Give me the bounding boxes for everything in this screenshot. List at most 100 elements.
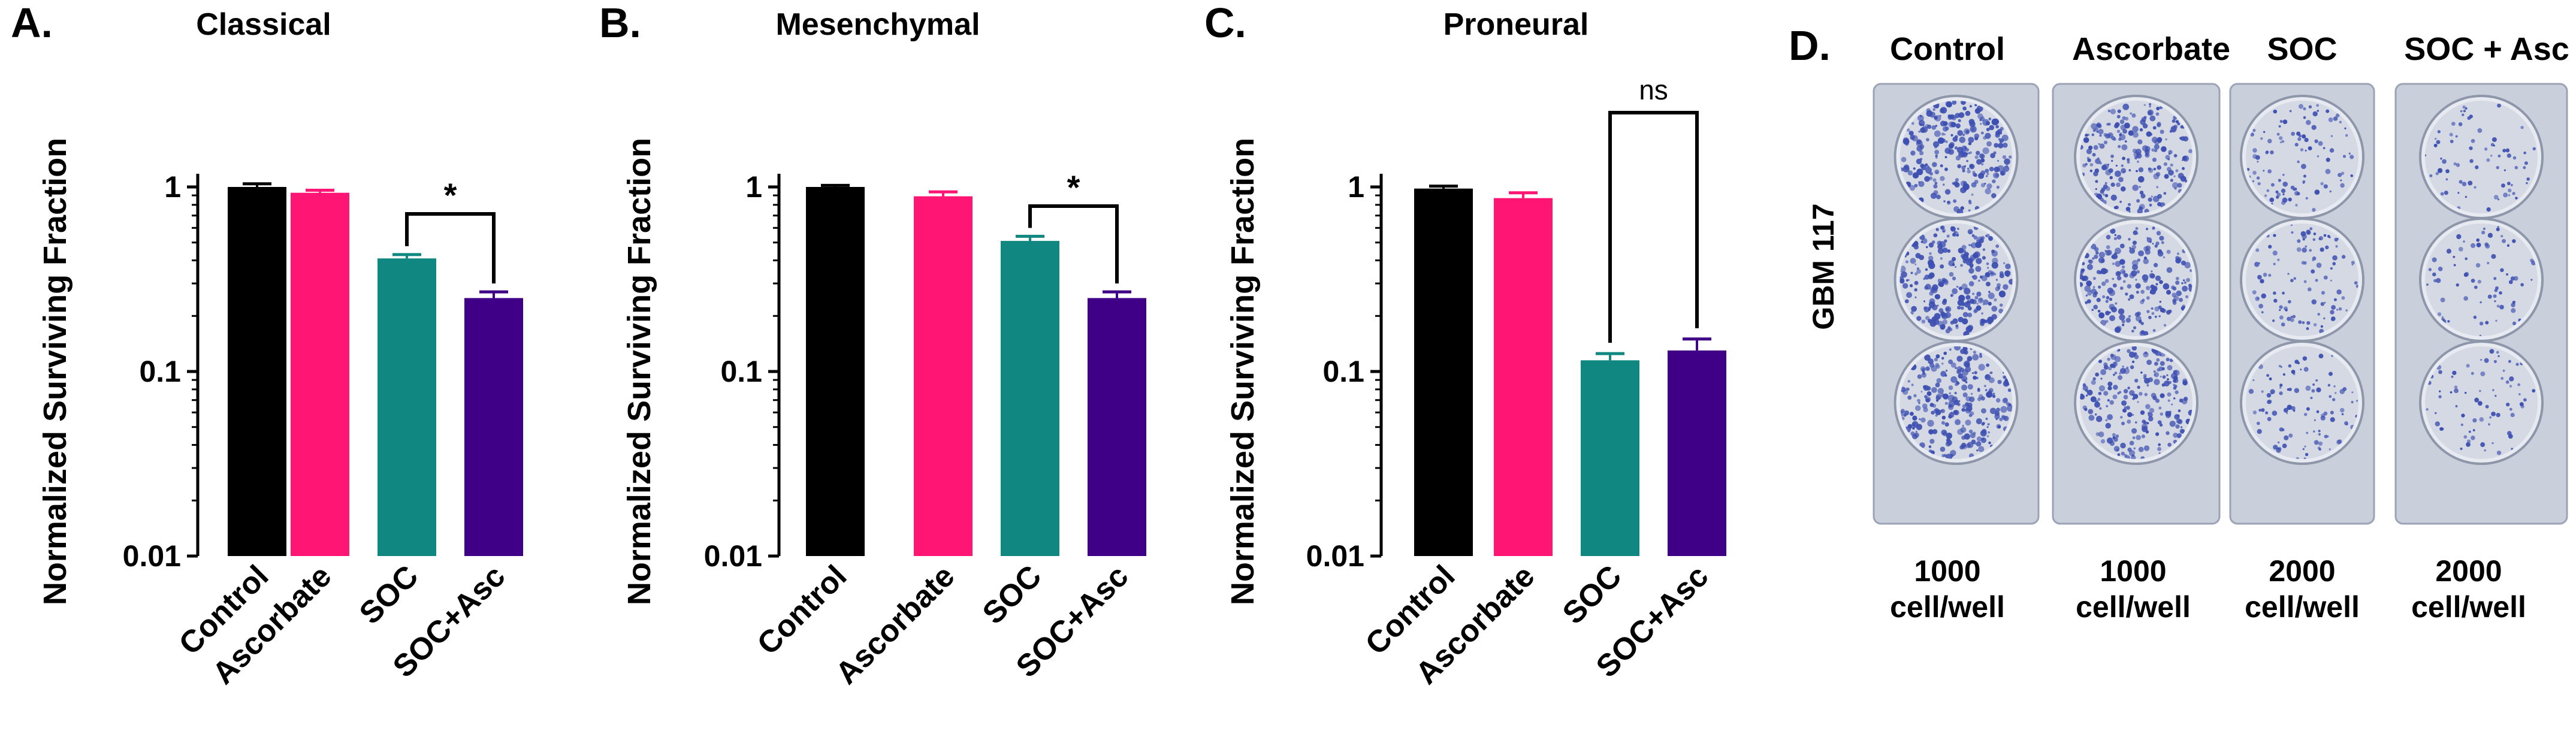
colony — [2148, 315, 2152, 319]
significance-bracket — [1608, 111, 1699, 343]
colony — [1911, 383, 1914, 386]
colony — [2444, 191, 2448, 195]
colony — [2436, 140, 2441, 144]
colony — [1988, 377, 1995, 383]
well — [2080, 346, 2193, 459]
colony — [1940, 409, 1945, 413]
colony — [2252, 154, 2258, 159]
colony — [2084, 285, 2091, 292]
colony — [2154, 315, 2157, 318]
colony — [1979, 153, 1985, 159]
colony — [2515, 363, 2519, 366]
colony — [2131, 270, 2137, 277]
colony — [2493, 294, 2497, 298]
colony — [1962, 181, 1967, 186]
colony — [2441, 316, 2444, 319]
colony — [2182, 304, 2186, 309]
colony — [2095, 415, 2103, 422]
y-tick-label: 0.1 — [1322, 355, 1364, 388]
colony — [1914, 263, 1917, 265]
colony — [2004, 158, 2010, 165]
colony — [2097, 285, 2101, 289]
colony — [1955, 419, 1961, 425]
colony — [2438, 370, 2442, 374]
well — [2425, 223, 2538, 336]
colony — [1924, 176, 1930, 182]
colony — [2161, 146, 2167, 152]
colony — [2158, 406, 2162, 410]
colony — [1958, 247, 1964, 254]
colony — [2317, 110, 2319, 112]
colony — [2092, 257, 2095, 260]
chart-panel-mesenchymal: B. Mesenchymal 1 0.1 0.01 Normalized Survivin… — [599, 0, 1146, 691]
colony — [2162, 375, 2166, 379]
colony — [2252, 379, 2255, 382]
colony — [2170, 163, 2173, 167]
colony — [1957, 130, 1964, 136]
colony — [2497, 103, 2501, 108]
colony — [2127, 284, 2132, 289]
colony — [1916, 267, 1919, 270]
colony — [2137, 401, 2139, 403]
colony — [1929, 171, 1934, 176]
colony — [2250, 132, 2255, 137]
colony — [2128, 315, 2131, 318]
colony — [2124, 140, 2127, 143]
colony — [2486, 158, 2490, 162]
colony — [2155, 112, 2160, 116]
colony — [2176, 290, 2182, 297]
colony — [1935, 154, 1938, 158]
colony — [2312, 383, 2315, 386]
colony — [2279, 305, 2283, 309]
colony — [1952, 288, 1958, 294]
colony — [1903, 413, 1907, 417]
colony — [2505, 148, 2510, 153]
colony — [2109, 400, 2115, 405]
colony — [2266, 150, 2269, 154]
colony — [2148, 416, 2154, 422]
colony — [1919, 150, 1924, 156]
colony — [1980, 437, 1987, 443]
colony — [2145, 149, 2149, 153]
colony — [1976, 303, 1979, 305]
colony — [2354, 281, 2358, 285]
colony — [2280, 366, 2282, 368]
colony — [1968, 209, 1971, 212]
panel-letter: B. — [599, 0, 641, 46]
colony — [2121, 400, 2127, 406]
colony — [2467, 116, 2471, 120]
colony — [1957, 428, 1964, 435]
colony — [2282, 174, 2285, 176]
colony — [2185, 295, 2189, 298]
colony — [2093, 171, 2098, 177]
colony — [2281, 140, 2285, 143]
colony — [2483, 227, 2486, 230]
colony — [2099, 271, 2103, 274]
colony — [2088, 409, 2094, 415]
colony — [2109, 289, 2116, 297]
colony — [2160, 412, 2164, 416]
colony — [2103, 140, 2108, 144]
colony — [1931, 125, 1936, 130]
colony — [1912, 427, 1915, 430]
colony — [2173, 125, 2178, 129]
colony — [2511, 303, 2515, 307]
colony — [1962, 134, 1965, 136]
colony — [1955, 123, 1961, 129]
colony — [2261, 408, 2265, 412]
colony — [2440, 297, 2445, 303]
colony — [1986, 426, 1989, 428]
colony — [2121, 265, 2125, 269]
colony — [2252, 290, 2257, 295]
colony — [2294, 191, 2299, 196]
colony — [2107, 414, 2113, 421]
colony — [1962, 424, 1964, 427]
category-label: SOC — [976, 558, 1049, 631]
colony — [2136, 291, 2139, 294]
chart-title: Mesenchymal — [775, 7, 980, 42]
colony — [2438, 266, 2443, 271]
colony — [2264, 194, 2267, 197]
colonies — [2252, 223, 2358, 334]
colony — [2091, 309, 2094, 311]
colony — [2106, 405, 2109, 407]
